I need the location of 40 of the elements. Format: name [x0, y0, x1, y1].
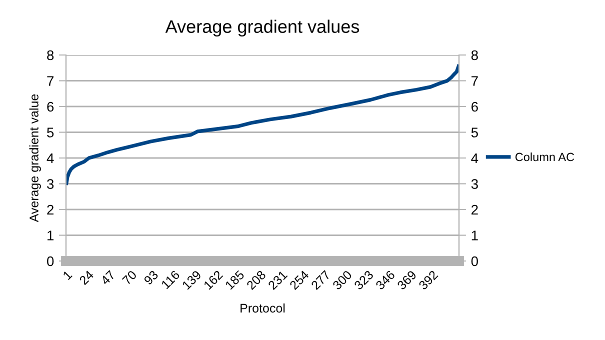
- y2-tick-label: 1: [472, 230, 478, 240]
- x-tick-label: 346: [375, 270, 396, 290]
- y-tick-label: 6: [47, 102, 54, 112]
- x-tick-label: 185: [224, 270, 245, 290]
- y-tick-label: 1: [48, 230, 54, 240]
- x-tick-label: 139: [182, 270, 202, 290]
- y2-tick-label: 5: [471, 128, 478, 138]
- y2-tick-label: 2: [472, 204, 478, 215]
- x-axis-title: Protocol: [240, 303, 285, 313]
- x-tick-label: 93: [143, 270, 159, 286]
- legend-label: Column AC: [515, 152, 574, 162]
- y-axis-title: Average gradient value: [29, 94, 41, 222]
- y2-tick-label: 3: [471, 179, 478, 189]
- x-tick-label: 1: [62, 270, 72, 280]
- x-tick-label: 70: [122, 270, 138, 286]
- x-tick-label: 116: [160, 270, 180, 290]
- x-tick-label: 231: [268, 270, 288, 290]
- y-tick-label: 7: [47, 76, 54, 86]
- x-tick-label: 254: [289, 270, 310, 290]
- y-tick-label: 5: [47, 128, 54, 138]
- y2-tick-label: 0: [471, 256, 478, 266]
- x-tick-label: 369: [396, 270, 417, 290]
- y2-tick-label: 4: [471, 153, 478, 164]
- y-tick-label: 2: [47, 204, 54, 215]
- chart-title: Average gradient values: [165, 20, 360, 37]
- y2-tick-label: 6: [472, 102, 478, 112]
- x-tick-label: 277: [310, 270, 331, 290]
- y-tick-label: 8: [47, 50, 54, 60]
- x-tick-label: 208: [246, 270, 266, 290]
- y-tick-label: 3: [47, 179, 54, 189]
- x-tick-label: 162: [203, 270, 224, 290]
- y-tick-label: 4: [46, 153, 54, 164]
- y2-tick-label: 8: [471, 50, 478, 60]
- x-tick-label: 300: [332, 270, 352, 290]
- y-tick-label: 0: [47, 256, 54, 266]
- x-tick-label: 24: [78, 270, 94, 286]
- y2-tick-label: 7: [472, 76, 478, 86]
- x-tick-label: 47: [100, 270, 116, 286]
- x-tick-label: 392: [418, 270, 438, 290]
- x-tick-label: 323: [354, 270, 374, 290]
